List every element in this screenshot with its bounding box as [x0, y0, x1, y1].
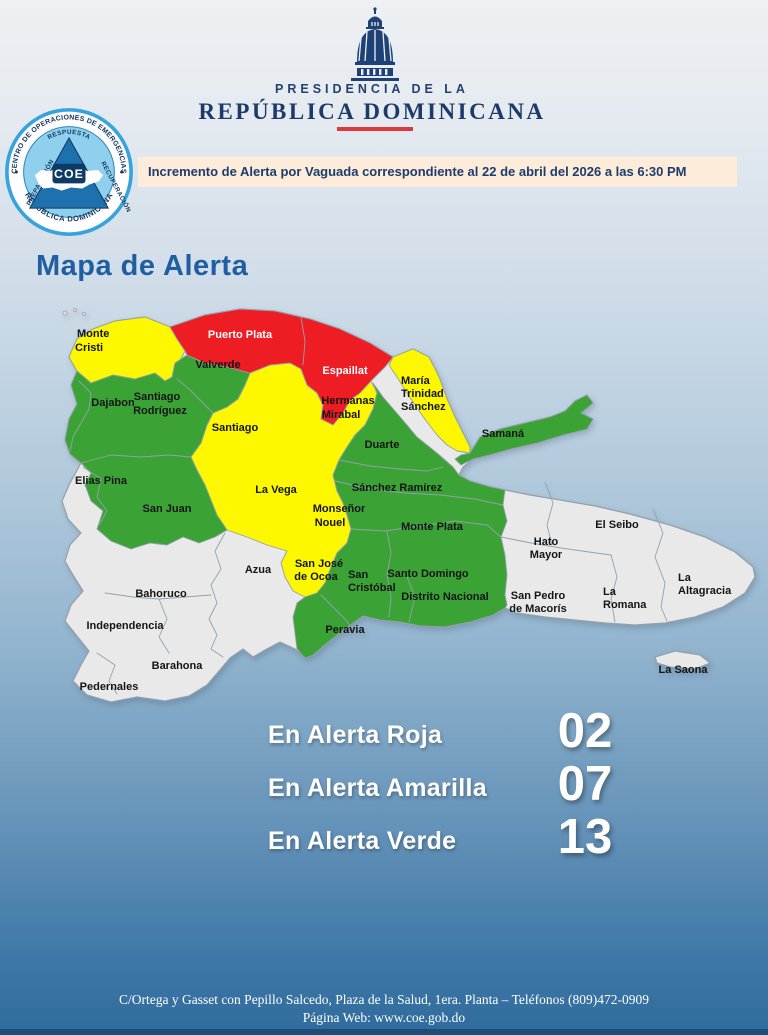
province-label-espaillat: Espaillat [322, 365, 368, 377]
alert-banner-text: Incremento de Alerta por Vaguada corresp… [148, 164, 687, 179]
map-title: Mapa de Alerta [36, 250, 249, 282]
province-label-hermanas-mirabal: Hermanas Mirabal [321, 395, 374, 421]
alert-map: Monte Cristi Puerto Plata Valverde Espaillat… [61, 308, 756, 703]
province-label-santiago: Santiago [212, 422, 259, 434]
province-label-santiago-rodriguez: Santiago Rodríguez [133, 391, 187, 417]
province-label-sanchez-ramirez: Sánchez Ramírez [352, 482, 443, 494]
alert-red-count: 02 [557, 704, 613, 758]
alert-yellow-label: En Alerta Amarilla [268, 774, 487, 802]
province-label-monte-cristi: Monte Cristi [75, 328, 109, 354]
province-label-hato-mayor: Hato Mayor [530, 536, 563, 561]
province-shape-maria-trinidad-sanchez [388, 348, 471, 454]
province-label-samana: Samaná [482, 428, 525, 440]
cay-island [73, 308, 77, 312]
alert-row-green: En Alerta Verde 13 [268, 812, 618, 862]
province-shape-red-block [169, 308, 394, 426]
alert-banner: Incremento de Alerta por Vaguada corresp… [138, 157, 737, 187]
province-shape-east-green-block [292, 382, 508, 659]
province-label-puerto-plata: Puerto Plata [208, 329, 273, 341]
province-label-dajabon: Dajabon [91, 397, 135, 409]
province-label-la-romana: La Romana [603, 586, 647, 611]
province-label-bahoruco: Bahoruco [135, 588, 187, 600]
coe-center-box [52, 163, 86, 184]
province-label-san-pedro-de-macoris: San Pedro de Macorís [509, 590, 566, 615]
national-palace-dome-icon [351, 7, 399, 81]
alert-red-label: En Alerta Roja [268, 721, 443, 749]
coe-center-text: COE [54, 167, 84, 181]
alert-yellow-count: 07 [557, 757, 613, 811]
bottom-bar [0, 1029, 768, 1035]
province-label-duarte: Duarte [365, 439, 400, 451]
footer-address: C/Ortega y Gasset con Pepillo Salcedo, P… [118, 992, 650, 1007]
province-label-san-cristobal: San Cristóbal [348, 569, 396, 594]
province-label-monte-plata: Monte Plata [401, 521, 464, 533]
province-label-santo-domingo: Santo Domingo [387, 568, 469, 580]
province-label-barahona: Barahona [152, 660, 204, 672]
province-labels: Monte Cristi Puerto Plata Valverde Espaillat… [75, 328, 732, 693]
province-label-pedernales: Pedernales [80, 681, 139, 693]
province-label-la-altagracia: La Altagracia [678, 572, 732, 597]
province-shape-la-saona [654, 650, 711, 670]
alert-row-red: En Alerta Roja 02 [268, 706, 618, 756]
province-label-maria-trinidad-sanchez: María Trinidad Sánchez [401, 375, 446, 413]
cay-island [62, 310, 68, 316]
province-label-distrito-nacional: Distrito Nacional [401, 591, 488, 603]
province-label-azua: Azua [245, 564, 272, 576]
province-shape-samana [454, 394, 594, 466]
province-label-monsenor-nouel: Monseñor Nouel [313, 503, 366, 529]
province-label-independencia: Independencia [86, 620, 164, 632]
province-label-peravia: Peravia [325, 624, 365, 636]
footer-website: Página Web: www.coe.gob.do [302, 1010, 466, 1025]
gov-title-line1: PRESIDENCIA DE LA [275, 82, 469, 96]
province-label-valverde: Valverde [195, 359, 240, 371]
gov-title-line2: REPÚBLICA DOMINICANA [198, 99, 546, 124]
province-label-san-juan: San Juan [143, 503, 192, 515]
alert-green-count: 13 [557, 810, 613, 864]
alert-row-yellow: En Alerta Amarilla 07 [268, 759, 618, 809]
province-label-el-seibo: El Seibo [595, 519, 639, 531]
province-borders [69, 316, 668, 695]
alert-green-label: En Alerta Verde [268, 827, 457, 855]
red-divider [337, 127, 413, 131]
province-label-la-vega: La Vega [255, 484, 297, 496]
coe-logo: CENTRO DE OPERACIONES DE EMERGENCIAS REP… [5, 108, 134, 236]
province-label-san-jose-de-ocoa: San José de Ocoa [294, 558, 343, 583]
province-label-la-saona: La Saona [659, 664, 709, 676]
province-label-elias-pina: Elias Pina [75, 475, 128, 487]
cay-island [82, 312, 86, 316]
